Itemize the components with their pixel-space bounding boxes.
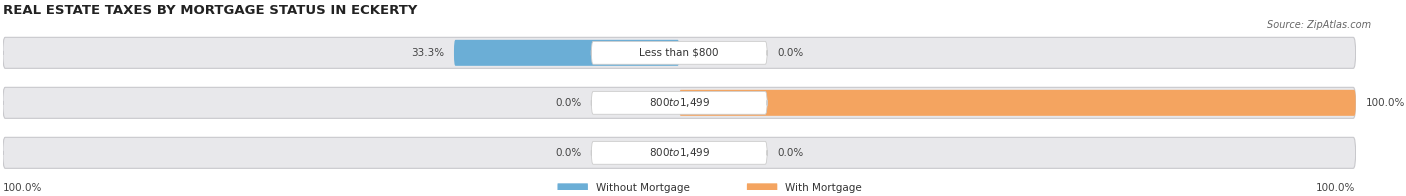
Text: 0.0%: 0.0% [555,148,581,158]
Text: 100.0%: 100.0% [1316,183,1355,193]
FancyBboxPatch shape [592,141,768,164]
Text: $800 to $1,499: $800 to $1,499 [648,146,710,159]
Text: Less than $800: Less than $800 [640,48,718,58]
Text: 0.0%: 0.0% [778,48,804,58]
Text: 100.0%: 100.0% [1365,98,1405,108]
Text: $800 to $1,499: $800 to $1,499 [648,96,710,109]
Text: REAL ESTATE TAXES BY MORTGAGE STATUS IN ECKERTY: REAL ESTATE TAXES BY MORTGAGE STATUS IN … [3,4,418,17]
FancyBboxPatch shape [592,91,768,114]
FancyBboxPatch shape [3,137,1355,168]
Text: 100.0%: 100.0% [3,183,42,193]
Text: 0.0%: 0.0% [555,98,581,108]
Text: With Mortgage: With Mortgage [786,183,862,193]
FancyBboxPatch shape [454,40,679,66]
FancyBboxPatch shape [747,183,778,192]
FancyBboxPatch shape [679,90,1355,116]
Text: Source: ZipAtlas.com: Source: ZipAtlas.com [1267,20,1371,30]
FancyBboxPatch shape [3,37,1355,68]
FancyBboxPatch shape [557,183,588,192]
Text: 33.3%: 33.3% [411,48,444,58]
FancyBboxPatch shape [592,41,768,64]
FancyBboxPatch shape [3,87,1355,118]
Text: 0.0%: 0.0% [778,148,804,158]
Text: Without Mortgage: Without Mortgage [596,183,690,193]
